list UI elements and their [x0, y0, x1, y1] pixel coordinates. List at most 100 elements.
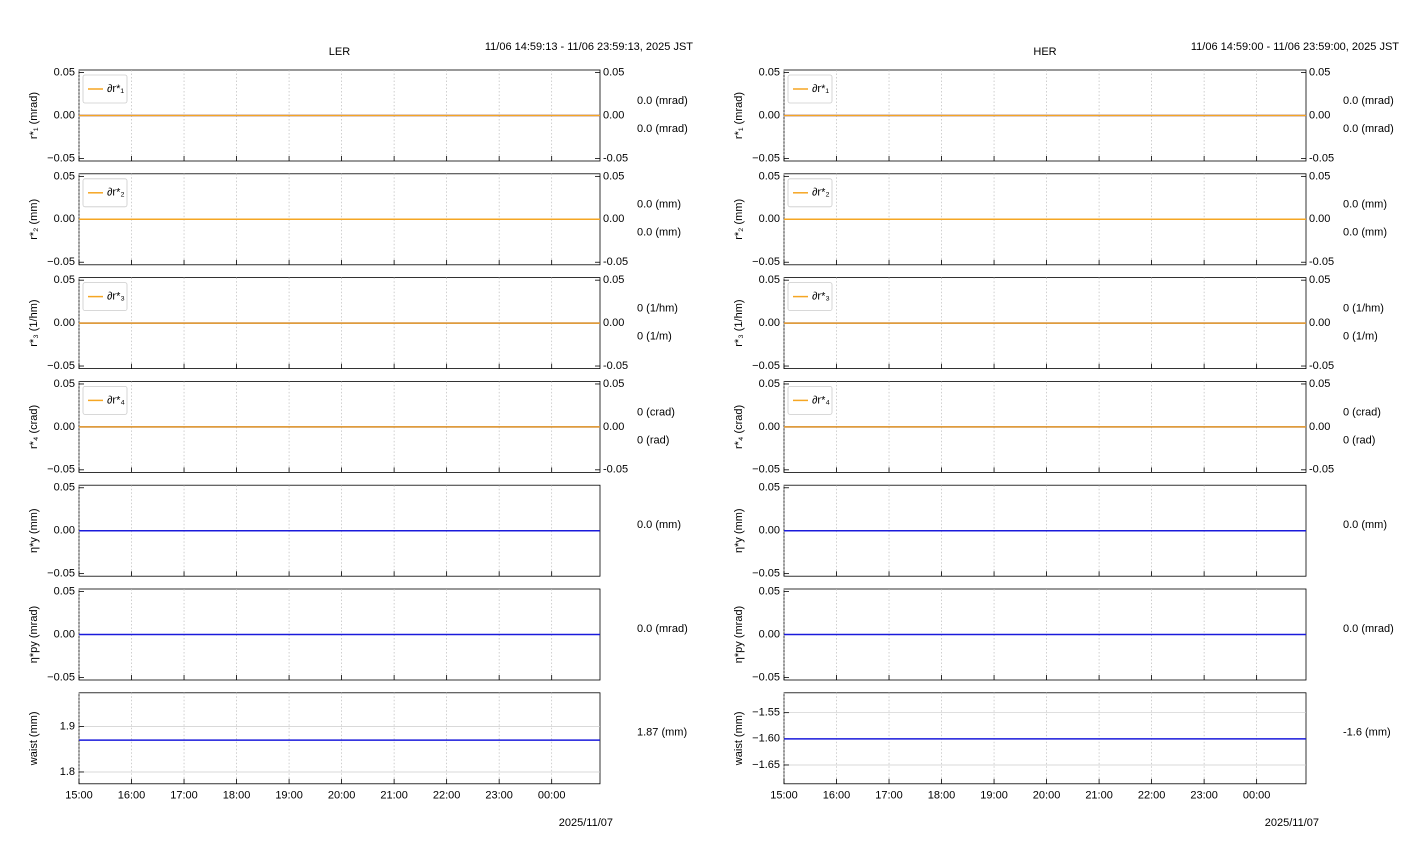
y2-tick-label: 0.05	[603, 66, 624, 78]
y-tick-label: 0.00	[54, 525, 75, 537]
x-tick-label: 17:00	[875, 790, 903, 802]
value-annotation: 0.0 (mrad)	[1343, 623, 1394, 635]
y-axis-label: waist (mm)	[28, 711, 40, 766]
legend-box	[82, 74, 128, 104]
legend-label: ∂r*₄	[107, 394, 125, 406]
y2-tick-label: 0.00	[603, 421, 624, 433]
value-annotation: 0.0 (mm)	[637, 227, 681, 239]
y-tick-label: 0.05	[54, 585, 75, 597]
y2-tick-label: 0.05	[603, 170, 624, 182]
y-tick-label: −0.05	[47, 360, 75, 372]
y-tick-label: −1.55	[752, 707, 780, 719]
x-tick-label: 00:00	[538, 790, 566, 802]
y-tick-label: −0.05	[47, 464, 75, 476]
y-axis-label: r*₁ (mrad)	[28, 92, 40, 139]
y-tick-label: 0.05	[54, 274, 75, 286]
y2-tick-label: 0.05	[1309, 274, 1330, 286]
x-tick-label: 21:00	[1085, 790, 1113, 802]
y2-tick-label: 0.00	[1309, 213, 1330, 225]
legend-box	[82, 282, 128, 312]
y-tick-label: 0.05	[759, 274, 780, 286]
legend-box	[82, 178, 128, 208]
y-tick-label: 0.05	[759, 585, 780, 597]
value-annotation: 0 (1/m)	[637, 331, 672, 343]
y-axis-label: r*₁ (mrad)	[733, 92, 745, 139]
y-tick-label: 0.05	[759, 482, 780, 494]
x-axis-label: 2025/11/07	[1265, 817, 1319, 829]
y2-tick-label: 0.00	[603, 109, 624, 121]
y2-tick-label: -0.05	[603, 152, 628, 164]
y-tick-label: 0.00	[759, 525, 780, 537]
y-axis-label: η*y (mm)	[28, 508, 40, 553]
x-tick-label: 23:00	[485, 790, 513, 802]
y-tick-label: −0.05	[47, 671, 75, 683]
x-tick-label: 15:00	[65, 790, 93, 802]
x-tick-label: 21:00	[380, 790, 408, 802]
y-tick-label: −0.05	[47, 256, 75, 268]
y-tick-label: −0.05	[752, 568, 780, 580]
y-tick-label: 0.05	[54, 66, 75, 78]
x-tick-label: 18:00	[928, 790, 956, 802]
y-axis-label: r*₂ (mm)	[28, 199, 40, 240]
x-tick-label: 16:00	[118, 790, 146, 802]
y-axis-label: r*₃ (1/hm)	[28, 299, 40, 346]
y-tick-label: −0.05	[752, 464, 780, 476]
legend-label: ∂r*₂	[812, 187, 830, 199]
y-tick-label: 0.00	[759, 628, 780, 640]
y-tick-label: 0.00	[759, 317, 780, 329]
y2-tick-label: 0.05	[603, 274, 624, 286]
x-tick-label: 23:00	[1190, 790, 1218, 802]
x-tick-label: 16:00	[823, 790, 851, 802]
y-tick-label: −0.05	[752, 360, 780, 372]
y-tick-label: 0.00	[54, 628, 75, 640]
y2-tick-label: -0.05	[1309, 464, 1334, 476]
x-tick-label: 22:00	[433, 790, 461, 802]
y-tick-label: 0.00	[759, 213, 780, 225]
y-tick-label: −0.05	[752, 256, 780, 268]
value-annotation: 0.0 (mm)	[637, 199, 681, 211]
value-annotation: 0 (1/m)	[1343, 331, 1378, 343]
y2-tick-label: 0.00	[1309, 109, 1330, 121]
x-axis-label: 2025/11/07	[559, 817, 613, 829]
legend-box	[82, 385, 128, 415]
y-tick-label: −0.05	[752, 152, 780, 164]
y2-tick-label: -0.05	[603, 256, 628, 268]
value-annotation: 0 (1/hm)	[637, 303, 678, 315]
legend-label: ∂r*₁	[107, 83, 124, 95]
y2-tick-label: 0.05	[1309, 378, 1330, 390]
value-annotation: 0 (rad)	[1343, 434, 1375, 446]
legend-box	[787, 178, 833, 208]
y-axis-label: r*₃ (1/hm)	[733, 299, 745, 346]
y2-tick-label: -0.05	[603, 464, 628, 476]
x-tick-label: 22:00	[1138, 790, 1166, 802]
value-annotation: 0.0 (mrad)	[637, 623, 688, 635]
x-tick-label: 20:00	[1033, 790, 1061, 802]
value-annotation: 0 (rad)	[637, 434, 669, 446]
y-axis-label: η*py (mrad)	[28, 606, 40, 663]
y-tick-label: −1.60	[752, 733, 780, 745]
y-tick-label: 0.00	[54, 213, 75, 225]
y2-tick-label: -0.05	[1309, 360, 1334, 372]
value-annotation: 0.0 (mm)	[1343, 199, 1387, 211]
y-tick-label: 0.00	[54, 317, 75, 329]
chart-subtitle: 11/06 14:59:00 - 11/06 23:59:00, 2025 JS…	[1191, 41, 1399, 53]
chart-title: LER	[329, 46, 350, 58]
x-tick-label: 17:00	[170, 790, 198, 802]
y2-tick-label: 0.00	[1309, 421, 1330, 433]
y-tick-label: 0.00	[759, 421, 780, 433]
y-tick-label: 0.00	[54, 421, 75, 433]
y-axis-label: η*y (mm)	[733, 508, 745, 553]
y-tick-label: 1.8	[60, 766, 75, 778]
y-tick-label: −0.05	[752, 671, 780, 683]
value-annotation: 0 (1/hm)	[1343, 303, 1384, 315]
legend-label: ∂r*₄	[812, 394, 830, 406]
legend-label: ∂r*₁	[812, 83, 829, 95]
value-annotation: 0.0 (mrad)	[637, 123, 688, 135]
legend-label: ∂r*₂	[107, 187, 125, 199]
y-tick-label: 0.05	[759, 378, 780, 390]
y-tick-label: 0.00	[759, 109, 780, 121]
y2-tick-label: -0.05	[1309, 152, 1334, 164]
value-annotation: 1.87 (mm)	[637, 727, 687, 739]
value-annotation: 0.0 (mm)	[637, 519, 681, 531]
